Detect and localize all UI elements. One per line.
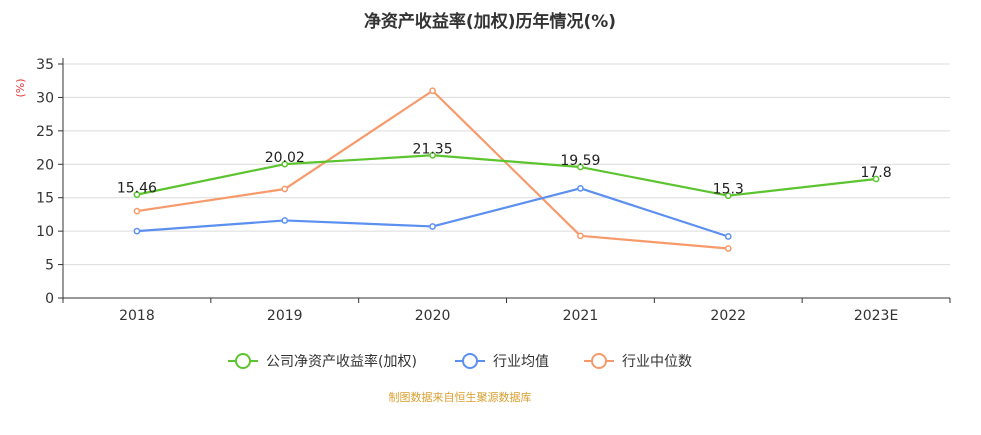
data-point[interactable] [724, 233, 732, 240]
legend-label: 行业均值 [493, 354, 549, 370]
data-point[interactable] [724, 192, 732, 200]
data-point[interactable] [429, 87, 436, 95]
legend-circle-icon [462, 353, 478, 369]
data-label: 17.8 [860, 165, 891, 181]
y-tick-label: 20 [36, 157, 54, 173]
data-label: 15.3 [713, 182, 744, 198]
x-tick-label: 2020 [415, 308, 451, 324]
y-tick-label: 10 [36, 224, 54, 240]
data-point[interactable] [577, 232, 584, 240]
data-point[interactable] [133, 227, 141, 235]
legend-label: 公司净资产收益率(加权) [266, 353, 417, 370]
legend[interactable]: 公司净资产收益率(加权) 行业均值 行业中位数 [228, 353, 692, 370]
y-tick-label: 25 [36, 124, 54, 140]
x-tick-label: 2019 [267, 308, 303, 324]
grid-lines [63, 63, 950, 266]
data-point[interactable] [281, 160, 289, 168]
data-label: 20.02 [265, 150, 305, 166]
legend-label: 行业中位数 [622, 354, 692, 370]
data-label: 21.35 [413, 141, 453, 157]
legend-item-0[interactable]: 公司净资产收益率(加权) [228, 353, 417, 370]
data-point[interactable] [429, 223, 436, 230]
data-point[interactable] [281, 185, 289, 193]
series-line-0 [136, 154, 877, 197]
y-tick-label: 30 [36, 90, 54, 106]
data-point[interactable] [724, 245, 732, 252]
data-point[interactable] [577, 163, 584, 171]
legend-item-1[interactable]: 行业均值 [455, 353, 549, 370]
x-tick-label: 2021 [563, 308, 599, 324]
x-tick-label: 2023E [854, 308, 898, 324]
data-label: 19.59 [560, 153, 600, 169]
legend-circle-icon [235, 353, 251, 369]
y-tick-label: 0 [45, 291, 54, 307]
y-tick-label: 15 [36, 191, 54, 207]
data-point[interactable] [281, 217, 289, 224]
data-point[interactable] [133, 191, 141, 198]
data-point[interactable] [872, 175, 880, 183]
legend-item-2[interactable]: 行业中位数 [584, 353, 692, 370]
y-axis-unit-label: (%) [14, 78, 27, 97]
data-source-note: 制图数据来自恒生聚源数据库 [389, 390, 532, 404]
x-tick-label: 2022 [710, 308, 746, 324]
y-tick-label: 35 [36, 57, 54, 73]
axes: 0 5 10 15 20 25 30 35 2018 2019 2020 2021 2022 2023E [36, 57, 951, 324]
data-label: 15.46 [117, 181, 157, 197]
data-labels: 15.46 20.02 21.35 19.59 15.3 17.8 [117, 141, 892, 197]
chart-title: 净资产收益率(加权)历年情况(%) [364, 11, 616, 32]
legend-circle-icon [591, 353, 607, 369]
series-lines [133, 87, 880, 252]
data-point[interactable] [133, 207, 141, 215]
x-tick-label: 2018 [119, 308, 155, 324]
y-tick-label: 5 [45, 258, 54, 274]
data-point[interactable] [577, 185, 584, 192]
data-point[interactable] [429, 151, 436, 159]
